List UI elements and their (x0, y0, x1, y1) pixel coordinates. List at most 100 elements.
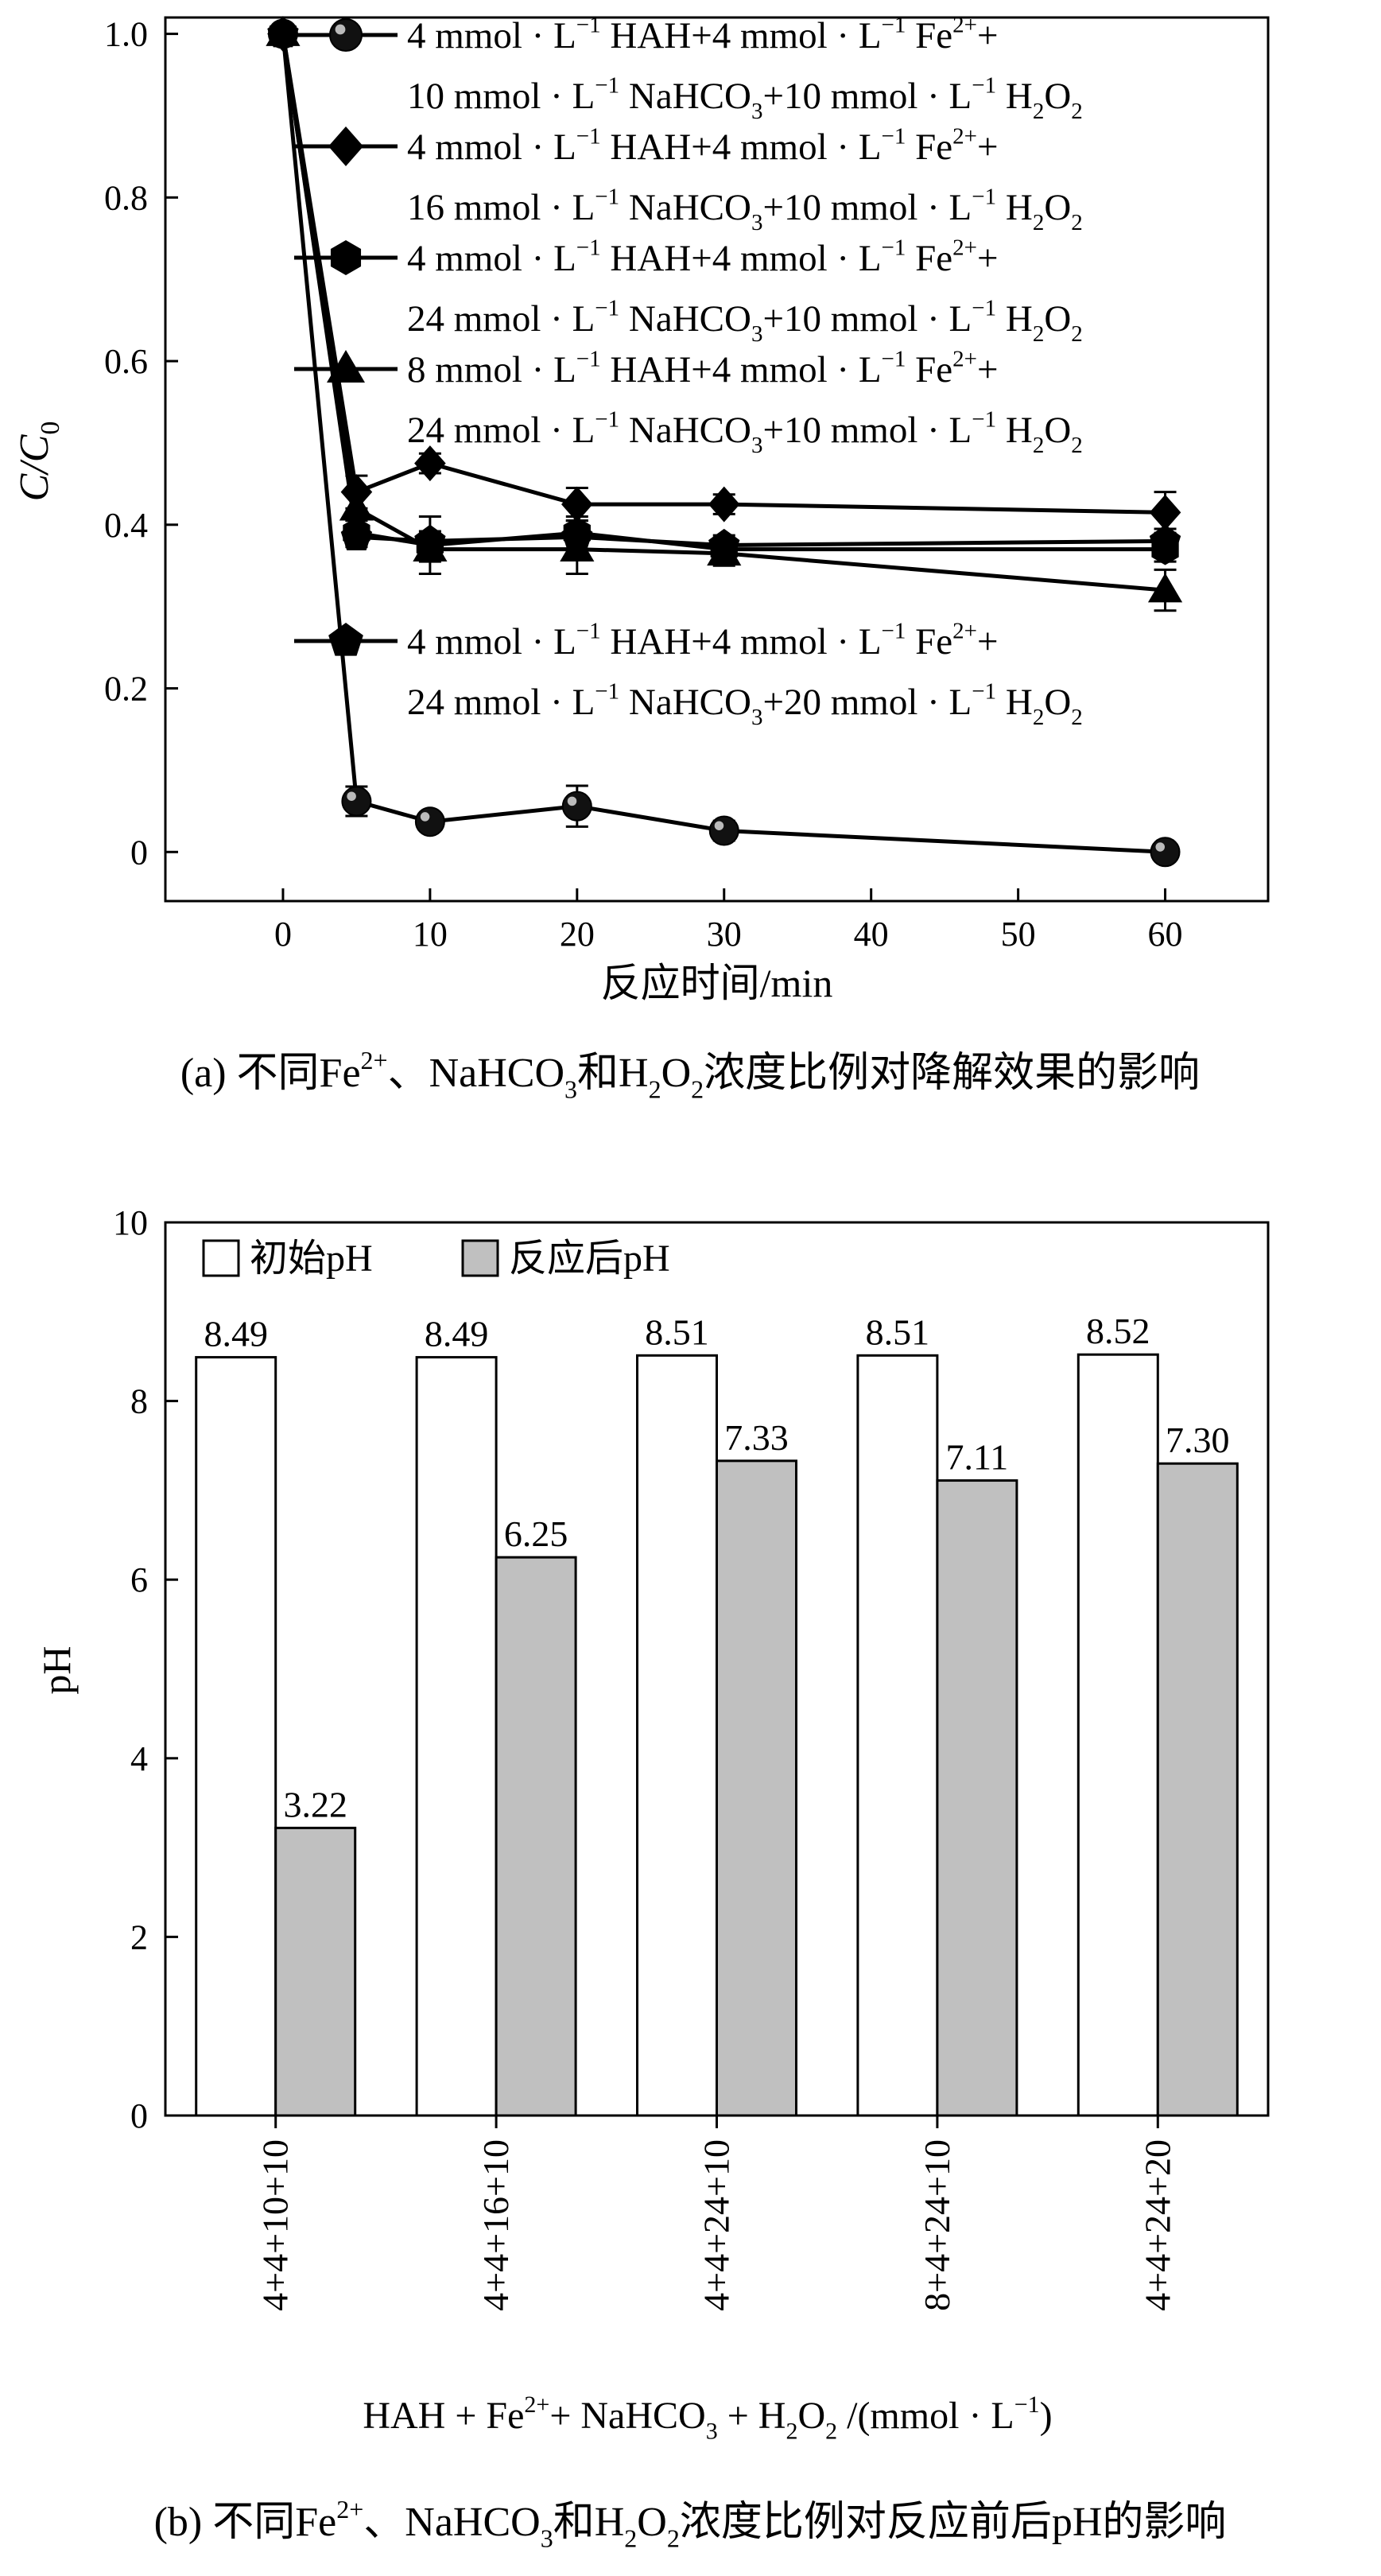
legend-entry-a-line1-part: −1 (882, 618, 906, 643)
bar-data-label-b: 8.51 (866, 1311, 930, 1352)
legend-entry-a-line1-part: HAH+4 mmol · L (601, 238, 882, 279)
bar-b (1156, 1462, 1239, 2117)
y-tick-label-b: 10 (113, 1203, 148, 1242)
legend-entry-a-line1-part: −1 (882, 123, 906, 149)
legend-entry-a-line2-part: 2 (1033, 99, 1045, 124)
bar-data-label-b: 6.25 (504, 1513, 568, 1554)
legend-entry-a-line1-part: Fe (906, 238, 952, 279)
x-tick-label-a: 60 (1148, 915, 1183, 954)
x-tick-label-b: 8+4+24+10 (917, 2139, 957, 2311)
x-axis-label-b-part: 2 (786, 2418, 797, 2444)
bar-data-label-b: 8.51 (645, 1311, 709, 1352)
caption-a-part: 2 (691, 1075, 704, 1104)
legend-entry-a-line2-part: 3 (751, 321, 763, 347)
x-tick-label-a: 20 (560, 915, 595, 954)
legend-entry-a-line1-part: + (977, 15, 999, 56)
caption-a-part: 3 (564, 1075, 577, 1104)
legend-entry-a-line2-part: 2 (1033, 210, 1045, 235)
plot-frame-a (164, 16, 1270, 903)
y-tick-label-a: 0.6 (104, 342, 148, 381)
y-tick-label-a: 0.2 (104, 670, 148, 709)
x-axis-label-b-part: 3 (706, 2418, 718, 2444)
legend-entry-a-line2-part: 2 (1071, 99, 1083, 124)
legend-a: 4 mmol · L−1 HAH+4 mmol · L−1 Fe2++10 mm… (294, 12, 1083, 730)
legend-entry-a-line1-part: HAH+4 mmol · L (601, 621, 882, 662)
marker-diamond (708, 486, 740, 523)
marker-sphere-highlight (714, 821, 724, 830)
marker-sphere-highlight (1155, 842, 1166, 852)
caption-a-part: 2+ (361, 1046, 388, 1074)
marker-sphere (561, 791, 592, 822)
y-tick-label-a: 0.8 (104, 178, 148, 217)
caption-a-part: 和H (577, 1051, 649, 1096)
x-tick-label-b: 4+4+24+10 (696, 2139, 737, 2311)
legend-entry-a-line2-part: −1 (595, 184, 619, 209)
legend-entry-a-line2-part: −1 (595, 295, 619, 321)
legend-swatch-b (461, 1239, 499, 1277)
legend-entry-a-line2-part: +10 mmol · L (762, 76, 972, 117)
legend-entry-a-line2: 24 mmol · L−1 NaHCO3+10 mmol · L−1 H2O2 (407, 406, 1083, 458)
legend-entry-a-line2-part: 24 mmol · L (407, 298, 595, 340)
legend-entry-a-line2-part: H (996, 298, 1033, 340)
caption-b-part: 浓度比例对反应前后pH的影响 (680, 2500, 1227, 2545)
legend-entry-a-line1-part: + (977, 238, 999, 279)
legend-entry-a-line1-part: −1 (882, 346, 906, 371)
legend-b: 初始pH 反应后pH (202, 1237, 670, 1280)
legend-entry-a-line2-part: 2 (1033, 705, 1045, 730)
marker-pentagon (328, 623, 363, 656)
legend-entry-a-line2-part: H (996, 410, 1033, 451)
legend-entry-a-line1-part: 2+ (952, 618, 977, 643)
y-axis-label-a: C/C0 (12, 422, 65, 502)
series-line-a (281, 33, 1166, 515)
marker-triangle (327, 350, 365, 383)
legend-entry-a-line1: 4 mmol · L−1 HAH+4 mmol · L−1 Fe2++ (407, 12, 999, 56)
legend-entry-a-line1-part: −1 (882, 12, 906, 37)
bar-b (636, 1354, 718, 2117)
legend-entry-a-line1-part: Fe (906, 15, 952, 56)
legend-entry-a-line2-part: 3 (751, 705, 763, 730)
legend-entry-a-line2-part: −1 (595, 72, 619, 98)
legend-entry-a-line1-part: 4 mmol · L (407, 238, 576, 279)
legend-entry-a-line1-part: −1 (576, 346, 601, 371)
legend-entry-a-line1-part: −1 (576, 123, 601, 149)
caption-a-part: (a) 不同Fe (180, 1051, 361, 1096)
x-tick-label-a: 10 (413, 915, 448, 954)
marker-pentagon (561, 520, 593, 550)
legend-entry-a-line2-part: −1 (972, 184, 996, 209)
legend-entry-a-line2: 16 mmol · L−1 NaHCO3+10 mmol · L−1 H2O2 (407, 184, 1083, 235)
marker-sphere (341, 786, 372, 817)
y-tick-label-a: 0.4 (104, 506, 148, 545)
legend-entry-a-line2-part: NaHCO (619, 682, 751, 723)
legend-entry-a-line1-part: 2+ (952, 235, 977, 260)
series-line-a (281, 33, 1166, 548)
x-axis-label-b-part: −1 (1014, 2391, 1040, 2418)
legend-entry-a-line2-part: NaHCO (619, 298, 751, 340)
y-tick-label-a: 1.0 (104, 15, 148, 54)
x-axis-label-b-part: /(mmol · L (837, 2395, 1014, 2437)
x-tick-label-a: 30 (707, 915, 742, 954)
series-line-a (281, 33, 1166, 854)
x-axis-label-b-part: HAH + Fe (363, 2395, 524, 2437)
caption-a-part: 2 (649, 1075, 661, 1104)
marker-sphere (708, 815, 739, 846)
legend-entry-a-line2-part: 16 mmol · L (407, 187, 595, 228)
legend-entry-a-line2-part: 2 (1071, 321, 1083, 347)
legend-entry-a-line2-part: 10 mmol · L (407, 76, 595, 117)
marker-pentagon (1149, 524, 1181, 555)
legend-entry-a-line2-part: NaHCO (619, 187, 751, 228)
legend-entry-a-line1-part: 2+ (952, 346, 977, 371)
legend-entry-a-line2-part: −1 (972, 295, 996, 321)
caption-a-part: 浓度比例对降解效果的影响 (704, 1051, 1200, 1096)
bar-data-label-b: 7.33 (724, 1417, 789, 1458)
x-tick-label-b: 4+4+24+20 (1137, 2139, 1177, 2311)
marker-triangle (1147, 573, 1183, 603)
legend-entry-a-line1: 4 mmol · L−1 HAH+4 mmol · L−1 Fe2++ (407, 123, 999, 168)
legend-entry-a-line1-part: + (977, 621, 999, 662)
caption-b-part: 2 (667, 2524, 680, 2553)
marker-diamond (328, 126, 363, 166)
marker-diamond (561, 486, 593, 523)
marker-sphere (1150, 837, 1181, 868)
caption-a: (a) 不同Fe2+、NaHCO3和H2O2浓度比例对降解效果的影响 (180, 1046, 1200, 1103)
bar-b (415, 1356, 498, 2117)
legend-label-b: 初始pH (250, 1237, 373, 1280)
